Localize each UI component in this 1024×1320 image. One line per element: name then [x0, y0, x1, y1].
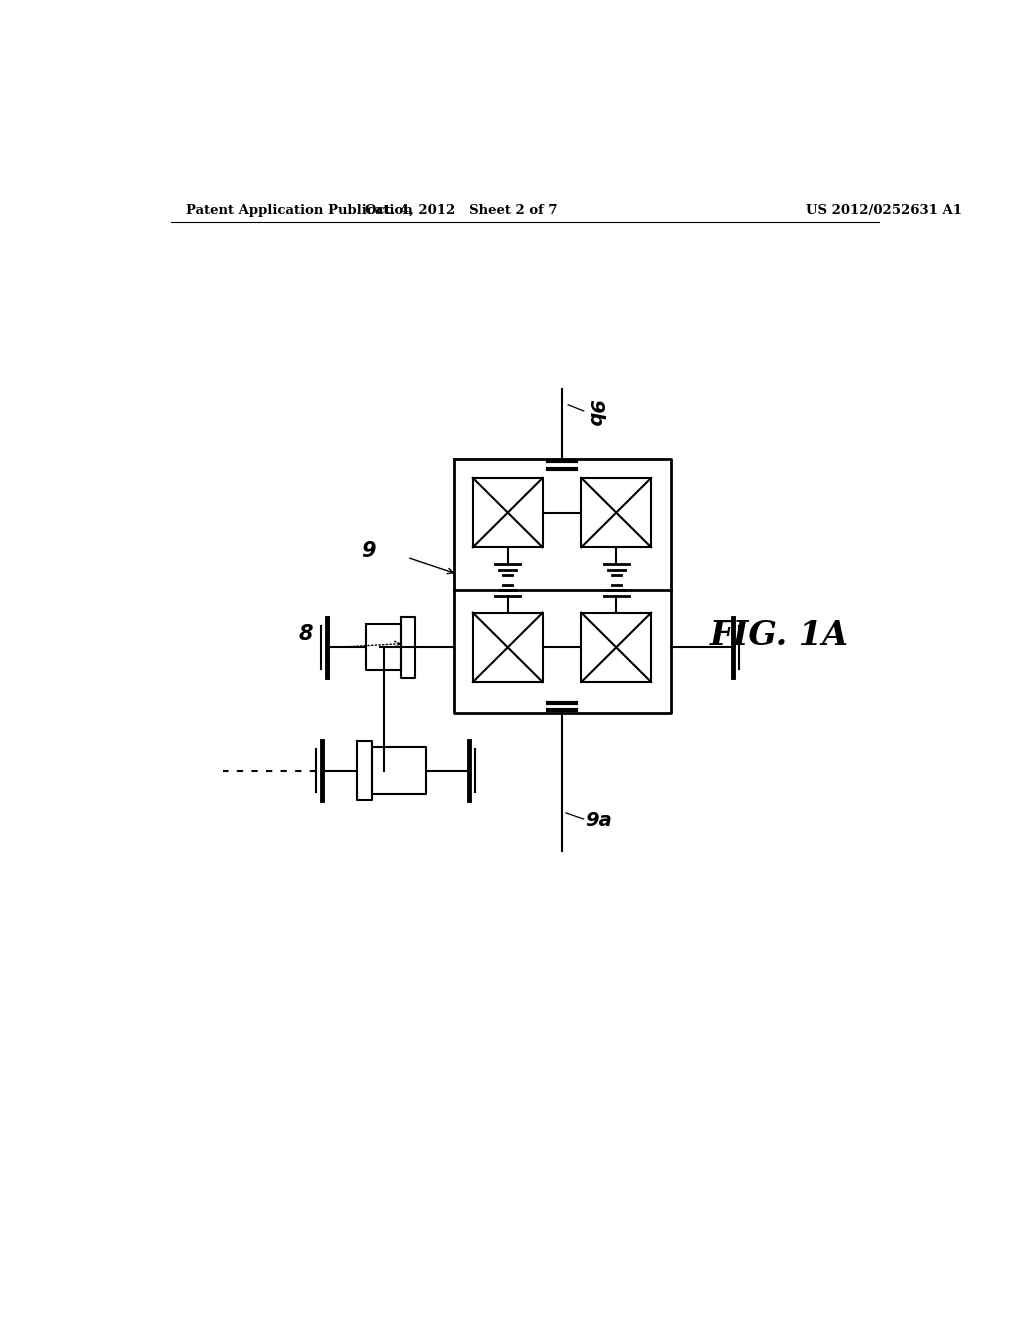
- Text: 9a: 9a: [586, 810, 612, 830]
- Text: 9b: 9b: [586, 399, 604, 426]
- Text: FIG. 1A: FIG. 1A: [710, 619, 849, 652]
- Text: 9: 9: [361, 541, 376, 561]
- Text: Patent Application Publication: Patent Application Publication: [186, 205, 413, 218]
- Text: Oct. 4, 2012   Sheet 2 of 7: Oct. 4, 2012 Sheet 2 of 7: [365, 205, 557, 218]
- Text: US 2012/0252631 A1: US 2012/0252631 A1: [806, 205, 963, 218]
- Text: 8: 8: [299, 624, 313, 644]
